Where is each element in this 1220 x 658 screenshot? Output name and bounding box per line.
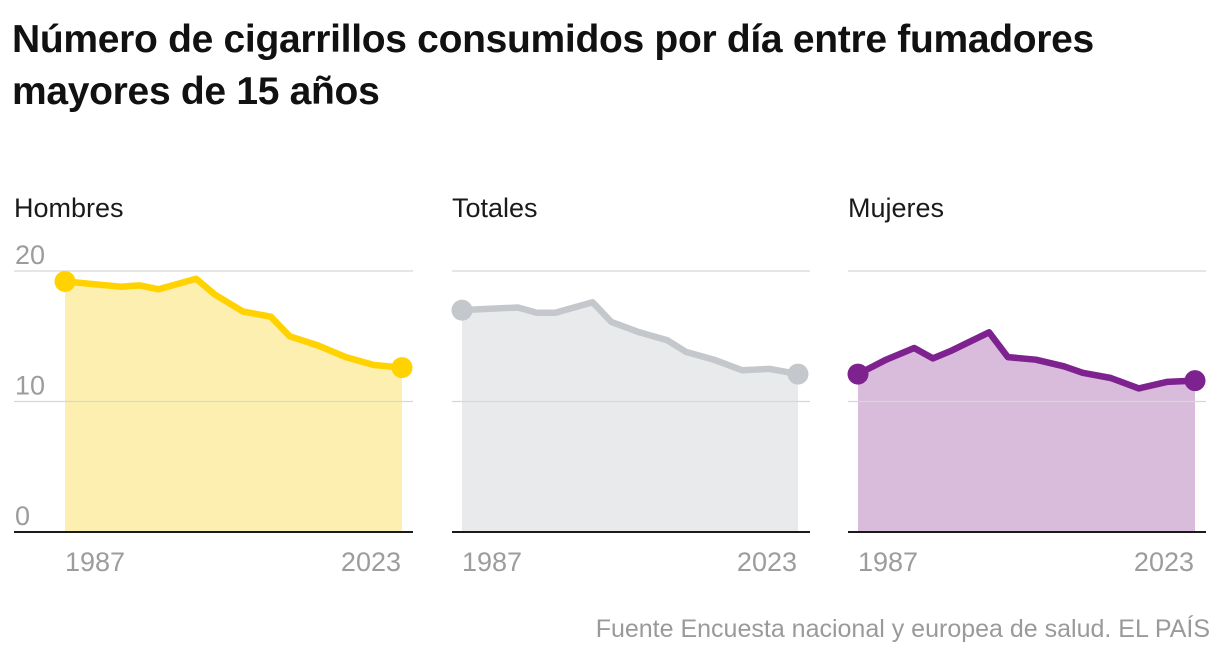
x-tick-label-1987-totales: 1987 xyxy=(462,547,522,577)
area-mujeres xyxy=(858,332,1195,532)
small-multiples-chart: 0 10 20 1987 2023 1987 2023 1987 2023 xyxy=(14,240,1206,577)
x-tick-label-2023-mujeres: 2023 xyxy=(1134,547,1194,577)
y-tick-label-0: 0 xyxy=(15,501,30,531)
panel-title-hombres: Hombres xyxy=(14,193,124,223)
x-tick-label-2023-totales: 2023 xyxy=(737,547,797,577)
end-point-hombres xyxy=(391,357,413,379)
panel-title-mujeres: Mujeres xyxy=(848,193,945,223)
end-point-mujeres xyxy=(1184,370,1206,392)
x-tick-label-2023-hombres: 2023 xyxy=(341,547,401,577)
y-tick-label-10: 10 xyxy=(15,371,45,401)
area-hombres xyxy=(65,278,402,532)
start-point-totales xyxy=(451,299,473,321)
chart-title: Número de cigarrillos consumidos por día… xyxy=(12,18,1094,113)
panel-title-totales: Totales xyxy=(452,193,538,223)
line-hombres xyxy=(61,275,406,371)
source-note: Fuente Encuesta nacional y europea de sa… xyxy=(595,615,1210,643)
start-point-hombres xyxy=(54,270,76,292)
y-tick-label-20: 20 xyxy=(15,240,45,270)
x-tick-label-1987-mujeres: 1987 xyxy=(858,547,918,577)
end-point-totales xyxy=(787,363,809,385)
area-totales xyxy=(462,302,798,532)
x-tick-label-1987-hombres: 1987 xyxy=(65,547,125,577)
line-mujeres xyxy=(854,329,1199,392)
line-totales xyxy=(458,299,802,378)
start-point-mujeres xyxy=(847,363,869,385)
